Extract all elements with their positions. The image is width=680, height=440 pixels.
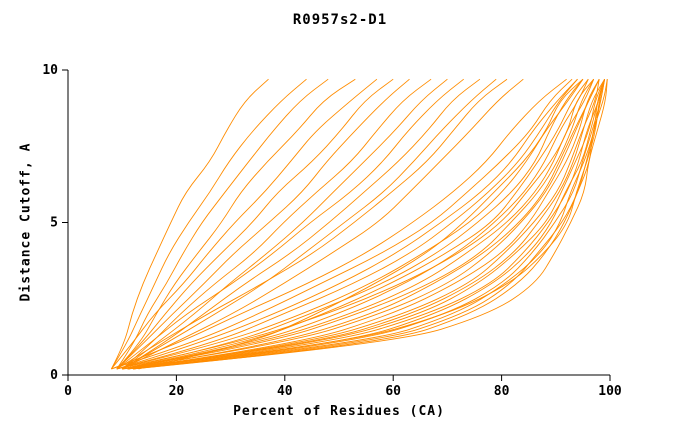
model-curve <box>121 78 481 370</box>
model-curve <box>132 79 606 370</box>
model-curve <box>116 78 578 370</box>
x-tick-label: 0 <box>64 384 72 399</box>
chart-title: R0957s2-D1 <box>292 12 388 28</box>
model-curve <box>132 79 606 370</box>
model-curve <box>111 78 269 370</box>
x-tick-label: 20 <box>169 384 185 399</box>
model-curve <box>127 79 606 370</box>
model-curve <box>122 79 589 370</box>
model-curve <box>122 78 595 370</box>
model-curve <box>122 79 595 370</box>
model-curve <box>116 78 464 370</box>
model-curve <box>116 78 508 370</box>
x-axis-label: Percent of Residues (CA) <box>233 404 445 419</box>
model-curve <box>122 79 606 370</box>
model-curve <box>127 79 606 370</box>
model-curve <box>121 78 524 370</box>
model-curve <box>127 79 600 370</box>
model-curve <box>116 78 356 370</box>
model-curve <box>138 78 584 370</box>
model-curve <box>111 78 307 370</box>
model-curve <box>111 78 573 370</box>
model-curve <box>132 79 606 370</box>
model-curve <box>116 78 584 370</box>
model-curve <box>127 78 600 370</box>
model-curve <box>116 78 394 370</box>
model-curve <box>116 78 410 370</box>
model-curve <box>127 79 608 370</box>
x-tick-label: 80 <box>494 384 510 399</box>
x-tick-label: 60 <box>385 384 401 399</box>
y-tick-label: 0 <box>50 368 58 383</box>
model-curve <box>121 78 497 370</box>
x-tick-label: 40 <box>277 384 293 399</box>
model-curve <box>122 78 584 370</box>
x-tick-label: 100 <box>598 384 622 399</box>
model-curve <box>122 78 605 370</box>
y-tick-label: 5 <box>50 216 58 231</box>
model-curve <box>111 78 378 370</box>
model-curve <box>121 78 448 370</box>
model-curve <box>116 78 578 370</box>
model-curve <box>116 78 329 370</box>
y-tick-label: 10 <box>42 63 58 78</box>
model-curve <box>132 79 608 370</box>
model-curve <box>127 79 600 370</box>
model-curve <box>111 78 567 370</box>
model-curve <box>121 78 432 370</box>
model-curve <box>122 78 600 370</box>
